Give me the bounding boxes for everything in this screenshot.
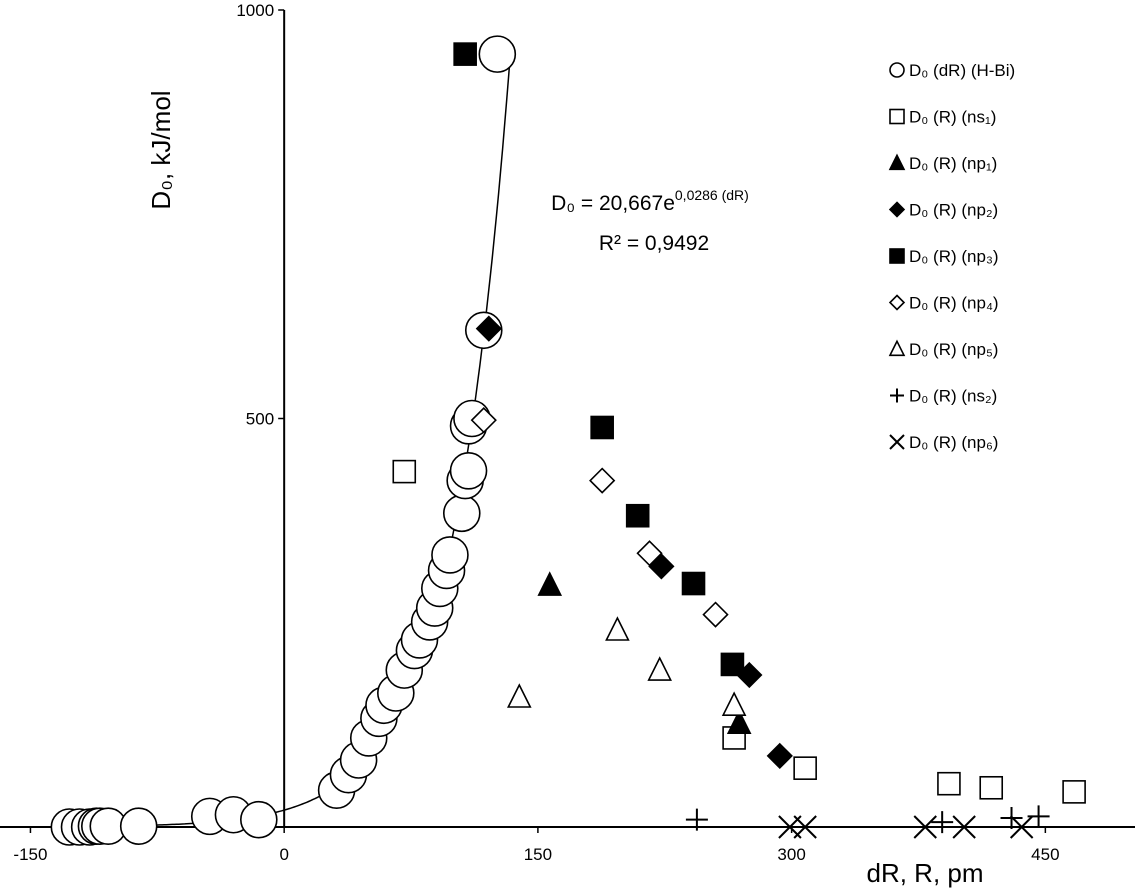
marker-triangle [888,153,906,171]
marker-square [889,108,905,125]
legend-label: D₀ (R) (np₄) [909,294,999,313]
marker-square [681,571,706,596]
marker-square [793,756,817,780]
marker-x [1009,815,1034,839]
equation: D₀ = 20,667e0,0286 (dR) [551,187,749,215]
marker-plus [890,388,904,403]
marker-square [625,503,650,528]
x-tick-label: 0 [279,845,288,864]
marker-diamond [470,407,497,434]
marker-square [1062,780,1086,804]
x-tick-label: 150 [524,845,552,864]
marker-circle [240,800,278,839]
y-tick-label: 500 [246,410,274,429]
marker-square [937,771,961,796]
legend-label: D₀ (R) (np₁) [909,154,997,173]
legend-label: D₀ (R) (np₂) [909,201,998,220]
marker-diamond [888,201,906,218]
marker-circle [119,807,158,845]
marker-triangle [605,616,630,641]
marker-square [590,415,614,440]
legend-label: D₀ (dR) (H-Bi) [909,61,1015,80]
x-tick-label: 300 [777,845,805,864]
marker-triangle [506,683,532,708]
legend-label: D₀ (R) (np₃) [909,247,999,266]
legend-label: D₀ (R) (ns₁) [909,108,996,127]
marker-diamond [766,742,793,770]
marker-x [793,815,817,839]
r-squared: R² = 0,9492 [599,232,709,255]
equation-base: D₀ = 20,667e [551,192,675,215]
y-axis-label: D₀, kJ/mol [146,90,176,209]
marker-diamond [702,601,729,628]
x-axis-label: dR, R, pm [866,858,983,888]
marker-circle [889,62,905,78]
marker-triangle [726,709,752,734]
marker-triangle [721,691,747,716]
marker-circle [442,494,481,533]
x-tick-label: -150 [13,845,47,864]
marker-circle [478,35,517,73]
marker-square [392,459,417,484]
marker-diamond [636,540,663,567]
marker-square [889,248,905,264]
marker-plus [685,808,708,831]
marker-triangle [537,571,563,596]
marker-plus [931,811,954,834]
x-tick-label: 450 [1031,845,1059,864]
legend-label: D₀ (R) (ns₂) [909,387,997,406]
equation-exponent: 0,0286 (dR) [675,187,749,203]
marker-x [913,815,937,839]
legend-label: D₀ (R) (np₅) [909,340,998,359]
marker-square [979,775,1004,800]
marker-circle [449,451,488,490]
marker-x [889,434,905,450]
marker-circle [431,536,469,574]
marker-square [453,42,477,66]
marker-square [720,652,745,677]
marker-triangle [888,339,906,357]
y-tick-label: 1000 [236,1,274,20]
marker-diamond [888,294,906,311]
marker-diamond [475,315,502,342]
marker-diamond [589,467,616,494]
legend-label: D₀ (R) (np₆) [909,433,998,452]
marker-triangle [647,656,672,681]
marker-x [952,815,976,839]
